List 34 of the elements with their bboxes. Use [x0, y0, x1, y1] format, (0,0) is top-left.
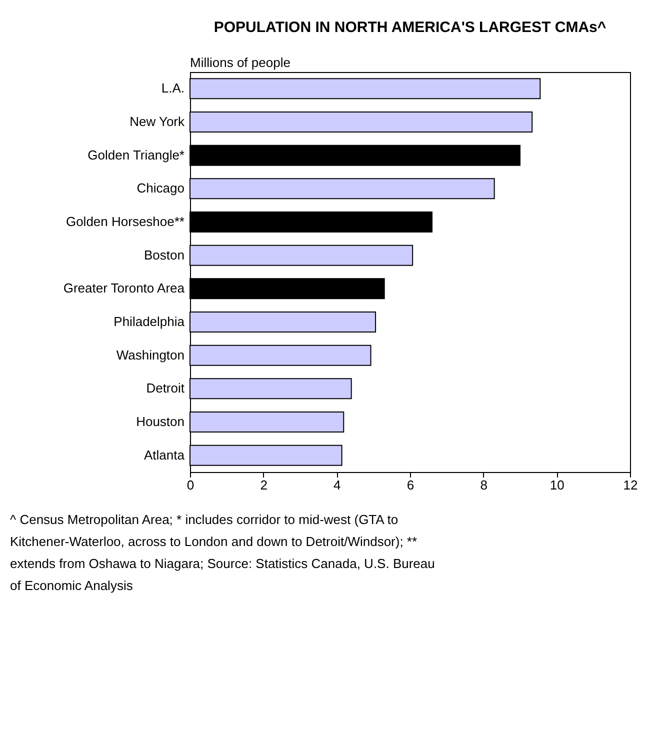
bar: [190, 144, 520, 166]
bar: [190, 112, 533, 132]
bar: [190, 444, 342, 466]
x-tick-label: 2: [260, 478, 268, 492]
bar: [190, 178, 495, 200]
text: ^ Census Metropolitan Area; * includes corridor to mid-west (GTA to Kitchener-Waterloo, across to London and down to Detroit/Windsor); ** extends from Oshawa to Niagara; Source: Statistics Canada, U.S. Bureau of Economic Analysis: [10, 512, 435, 593]
y-tick-label: Atlanta: [144, 447, 186, 462]
y-tick-label: L.A.: [161, 80, 184, 96]
bar: [190, 244, 414, 266]
bar: [190, 278, 385, 300]
bar: [190, 212, 432, 232]
y-tick-label: New York: [130, 114, 185, 129]
chart-title: POPULATION IN NORTH AMERICA'S LARGEST CMAs^: [214, 19, 606, 36]
x-tick-label: 8: [480, 478, 488, 492]
bar: [190, 378, 352, 400]
y-tick-label: Houston: [136, 414, 184, 429]
x-axis-title: Millions of people: [190, 55, 290, 70]
y-tick-label: Philadelphia: [114, 314, 186, 329]
y-tick-label: Boston: [144, 247, 184, 262]
x-tick-label: 4: [334, 478, 341, 492]
y-tick-label: Washington: [116, 347, 184, 362]
y-tick-label: Detroit: [146, 380, 185, 396]
x-tick-label: 10: [550, 478, 564, 492]
x-tick-label: 0: [186, 478, 194, 492]
bar: [190, 344, 372, 366]
x-tick-label: 12: [623, 478, 638, 492]
y-tick-label: Golden Triangle*: [88, 147, 184, 162]
bar: [190, 312, 376, 332]
y-tick-label: Golden Horseshoe**: [66, 214, 184, 229]
y-tick-label: Greater Toronto Area: [63, 280, 186, 296]
y-tick-label: Chicago: [136, 180, 184, 196]
bar: [190, 78, 541, 100]
x-tick-label: 6: [406, 478, 414, 492]
bar: [190, 412, 344, 432]
